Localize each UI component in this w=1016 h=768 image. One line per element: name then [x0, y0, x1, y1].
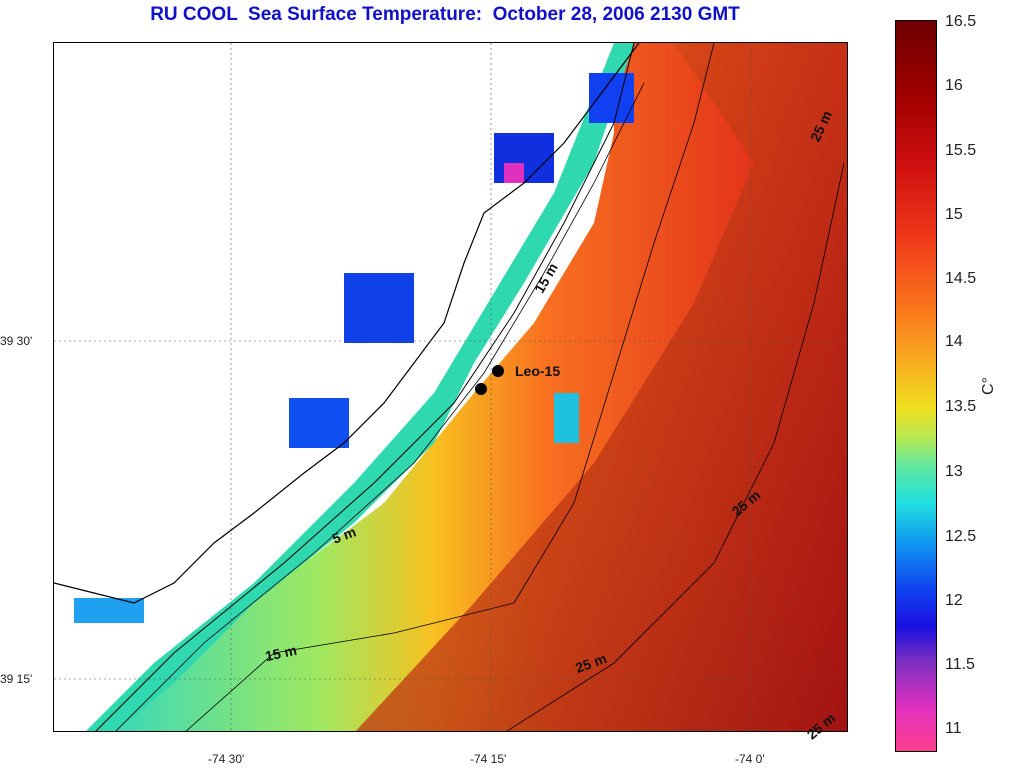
x-axis-label: -74 0' [735, 752, 765, 766]
deep-water-area [355, 43, 847, 731]
warm-patch [504, 163, 524, 183]
colorbar-tick: 15.5 [945, 142, 977, 159]
isobath-5m [115, 82, 645, 731]
colorbar-tick: 14.5 [945, 270, 977, 287]
cold-patch [74, 598, 144, 623]
sst-map-canvas[interactable] [54, 43, 848, 732]
coastline [54, 43, 640, 604]
colorbar-tick: 15 [945, 206, 963, 223]
colorbar-tick: 11.5 [945, 656, 975, 673]
isobath-15m [185, 43, 715, 731]
colorbar-tick: 13.5 [945, 398, 977, 415]
x-axis-label: -74 30' [208, 752, 245, 766]
station-marker [492, 365, 504, 377]
cold-patch [344, 273, 414, 343]
colorbar-tick: 16 [945, 77, 963, 94]
barrier-island [95, 43, 635, 731]
colorbar-tick: 13 [945, 463, 963, 480]
colorbar-tick: 12 [945, 592, 963, 609]
y-axis-label: 39 30' [0, 334, 33, 348]
station-marker [475, 383, 487, 395]
colorbar-tick: 11 [945, 720, 962, 737]
colorbar-unit: C° [980, 377, 997, 395]
x-axis-label: -74 15' [470, 752, 507, 766]
y-axis-label: 39 15' [0, 672, 33, 686]
temperature-colorbar [895, 20, 937, 752]
sst-map[interactable] [53, 42, 848, 732]
warm-patch [554, 393, 579, 443]
cold-patch [589, 73, 634, 123]
isobath-25m [506, 162, 845, 731]
colorbar-tick: 14 [945, 333, 963, 350]
colorbar-tick: 16.5 [945, 13, 977, 30]
map-title: RU COOL Sea Surface Temperature: October… [150, 4, 740, 25]
cold-patch [289, 398, 349, 448]
colorbar-tick: 12.5 [945, 528, 977, 545]
station-label: Leo-15 [515, 363, 561, 379]
